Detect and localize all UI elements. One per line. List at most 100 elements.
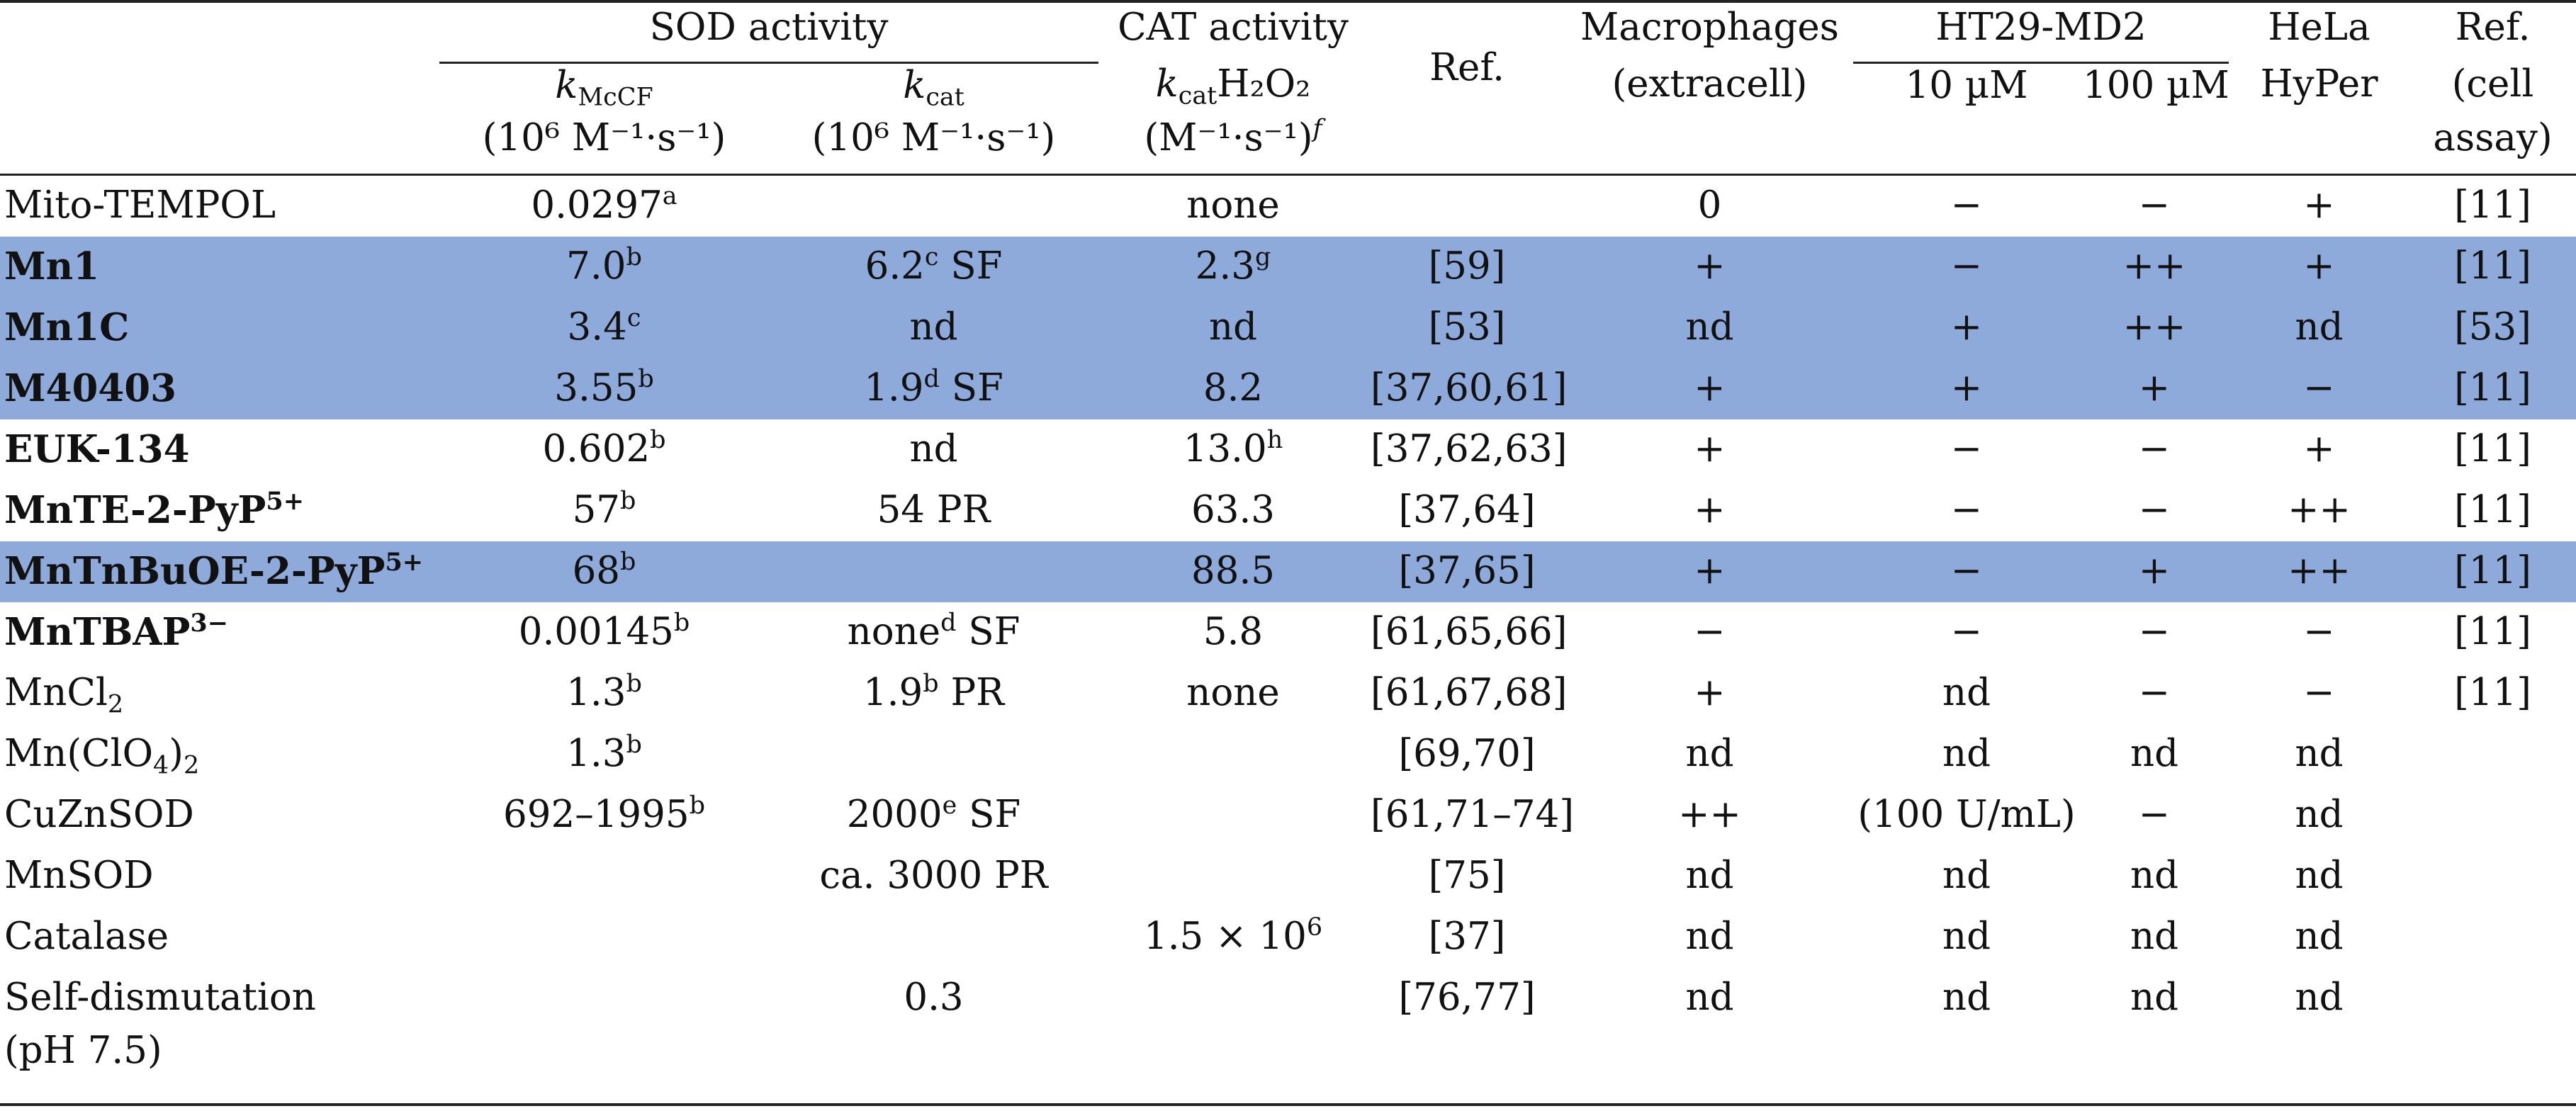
cat-value: none bbox=[1186, 671, 1280, 715]
ht-100um-value: − bbox=[2138, 610, 2171, 654]
kcat-value: 0.3 bbox=[904, 976, 964, 1020]
ref-cell-value: [11] bbox=[2409, 236, 2576, 298]
ht-10um-value: − bbox=[1853, 173, 2081, 237]
table-row: Mn1 7.0b 6.2c SF 2.3g [59] + − ++ + [11] bbox=[0, 236, 2576, 298]
kcat-h2o2-header: kcatH₂O₂ bbox=[1155, 62, 1311, 111]
macrophages-subheader: (extracell) bbox=[1612, 62, 1808, 106]
cat-activity-header: CAT activity bbox=[1118, 6, 1349, 49]
hela-value: − bbox=[2229, 358, 2410, 419]
kcat-value: noned SF bbox=[847, 609, 1020, 654]
empty-cell bbox=[1098, 1029, 1368, 1073]
empty-cell bbox=[1853, 1029, 2080, 1073]
table-body: Mito-TEMPOL 0.0297a none 0− − + [11] Mn1 7.0b 6.2… bbox=[0, 173, 2576, 1073]
ref-cell-value: [11] bbox=[2454, 427, 2531, 471]
ht-100um-value: nd bbox=[2130, 854, 2179, 898]
ht-10um-value: nd bbox=[1942, 732, 1991, 776]
ref-value: [61,71–74] bbox=[1371, 793, 1575, 837]
ref-cell-subheader: (cell bbox=[2451, 62, 2534, 106]
macrophages-value: nd bbox=[1685, 976, 1734, 1020]
ht-100um-header: 100 µM bbox=[2083, 63, 2229, 107]
ht-10um-value: − bbox=[1950, 610, 1983, 654]
sod-mimic-table: SOD activity CAT activity Ref. Macrophag… bbox=[0, 0, 2576, 1073]
ref-value: [37] bbox=[1428, 915, 1506, 959]
ht-10um-value: − bbox=[1853, 236, 2081, 298]
empty-cell bbox=[1566, 1029, 1853, 1073]
kmccf-value: 0.602b bbox=[542, 426, 666, 471]
ht-100um-value: − bbox=[2080, 173, 2229, 237]
ht-100um-value: − bbox=[2138, 671, 2171, 715]
compound-name: MnSOD bbox=[4, 854, 154, 898]
ref-cell-value bbox=[2409, 907, 2576, 968]
hela-value: + bbox=[2229, 236, 2410, 298]
cat-value bbox=[1098, 785, 1368, 846]
ref-value: [37,60,61] bbox=[1368, 358, 1567, 419]
kcat-value bbox=[769, 907, 1098, 968]
kcat-value: 2000e SF bbox=[846, 791, 1021, 837]
kcat-value bbox=[769, 724, 1098, 785]
ht29-header: HT29-MD2 bbox=[1853, 0, 2229, 64]
kcat-value: nd bbox=[909, 427, 958, 471]
ht-10um-value: nd bbox=[1942, 915, 1991, 959]
kcat-value: nd bbox=[769, 297, 1099, 359]
compound-name: Self-dismutation bbox=[4, 976, 316, 1020]
ht-100um-value: nd bbox=[2130, 976, 2179, 1020]
ref-cell-value bbox=[2409, 846, 2576, 907]
ref-value: [75] bbox=[1428, 854, 1506, 898]
table-row: Self-dismutation 0.3 [76,77] nd nd nd nd bbox=[0, 968, 2576, 1029]
table-row: EUK-134 0.602b nd 13.0h [37,62,63] + − − + [11] bbox=[0, 419, 2576, 480]
hela-value: − bbox=[2303, 671, 2335, 715]
macrophages-value: nd bbox=[1685, 915, 1734, 959]
ref-cell-value: [11] bbox=[2454, 610, 2531, 654]
ht-10um-value: + bbox=[1853, 297, 2081, 359]
table-row: M40403 3.55b 1.9d SF 8.2 [37,60,61] + + + − [11] bbox=[0, 358, 2576, 419]
hela-subheader: HyPer bbox=[2260, 62, 2378, 106]
kmccf-unit: (10⁶ M⁻¹·s⁻¹) bbox=[482, 116, 726, 159]
kmccf-value: 3.4c bbox=[439, 297, 769, 359]
cat-value: 1.5 × 106 bbox=[1143, 913, 1323, 959]
sod-activity-header: SOD activity bbox=[439, 0, 1099, 64]
compound-name: Mn1C bbox=[0, 297, 439, 359]
compound-name: Mn(ClO4)2 bbox=[4, 732, 200, 780]
kcat-header: kcat bbox=[903, 63, 964, 111]
hela-value: nd bbox=[2295, 976, 2344, 1020]
top-rule bbox=[0, 0, 2576, 3]
cat-value: 5.8 bbox=[1203, 610, 1264, 654]
kmccf-value bbox=[439, 968, 769, 1029]
ht-100um-value: + bbox=[2080, 541, 2229, 602]
empty-cell bbox=[769, 1029, 1098, 1073]
ht-10um-value: (100 U/mL) bbox=[1857, 793, 2076, 837]
table-row: Mn(ClO4)2 1.3b [69,70] nd nd nd nd bbox=[0, 724, 2576, 785]
cat-value: 8.2 bbox=[1098, 358, 1368, 419]
macrophages-value: + bbox=[1566, 236, 1854, 298]
cat-value bbox=[1098, 846, 1368, 907]
hela-value: + bbox=[2229, 173, 2410, 237]
cat-value: 63.3 bbox=[1191, 488, 1276, 532]
empty-cell bbox=[2409, 1029, 2576, 1073]
compound-name: M40403 bbox=[0, 358, 439, 419]
ref-cell-value: [11] bbox=[2409, 173, 2576, 237]
compound-name: Mn1 bbox=[0, 236, 439, 298]
ht-100um-value: − bbox=[2138, 793, 2171, 837]
kcat-value bbox=[769, 541, 1099, 602]
ref-cell-value bbox=[2409, 785, 2576, 846]
ht-10um-value: − bbox=[1950, 427, 1983, 471]
empty-cell bbox=[439, 1029, 769, 1073]
cat-value: 88.5 bbox=[1098, 541, 1368, 602]
ref-value bbox=[1368, 173, 1567, 237]
macrophages-value: + bbox=[1694, 427, 1726, 471]
kmccf-value: 1.3b bbox=[566, 731, 642, 776]
macrophages-value: + bbox=[1694, 671, 1726, 715]
kmccf-value: 692–1995b bbox=[503, 791, 705, 837]
macrophages-value: nd bbox=[1685, 854, 1734, 898]
ht-100um-value: ++ bbox=[2080, 236, 2229, 298]
cat-value: 13.0h bbox=[1183, 426, 1283, 471]
table-row: CuZnSOD 692–1995b 2000e SF [61,71–74] ++ (100… bbox=[0, 785, 2576, 846]
kcat-value: ca. 3000 PR bbox=[819, 854, 1048, 898]
ref-cell-value: [53] bbox=[2409, 297, 2576, 359]
cat-value bbox=[1098, 724, 1368, 785]
compound-name: Mito-TEMPOL bbox=[0, 173, 439, 237]
kmccf-value: 7.0b bbox=[439, 236, 769, 298]
kmccf-value: 68b bbox=[439, 541, 769, 602]
kmccf-value: 3.55b bbox=[439, 358, 769, 419]
kmccf-value: 57b bbox=[572, 487, 636, 532]
